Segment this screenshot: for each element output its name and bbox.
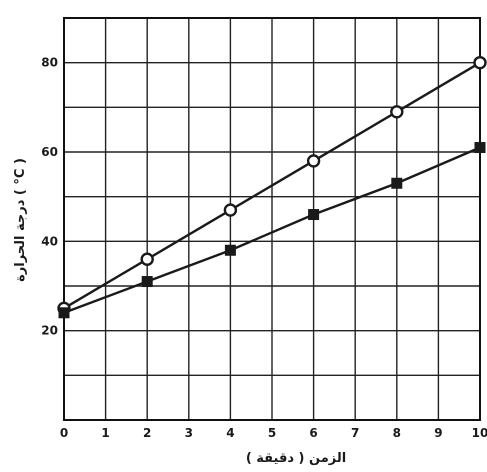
y-tick-label: 80: [41, 56, 58, 70]
plot-frame: [63, 17, 481, 421]
y-axis-title: درجة الحرارة ( °C ): [13, 158, 28, 282]
x-tick-label: 10: [472, 426, 487, 440]
x-tick-label: 9: [434, 426, 442, 440]
data-point-square: [308, 209, 320, 221]
x-tick-label: 5: [268, 426, 276, 440]
x-tick-label: 4: [226, 426, 234, 440]
grid: [63, 17, 481, 421]
x-tick-label: 8: [393, 426, 401, 440]
x-tick-label: 0: [60, 426, 68, 440]
data-point-circle: [306, 154, 321, 168]
data-point-circle: [223, 203, 238, 217]
y-tick-label: 60: [41, 145, 58, 159]
series-line-2: [63, 146, 481, 314]
data-point-square: [474, 142, 486, 154]
x-tick-label: 7: [351, 426, 359, 440]
x-tick-label: 2: [143, 426, 151, 440]
data-point-circle: [390, 105, 404, 119]
series-layer: [57, 55, 487, 319]
data-point-square: [224, 244, 236, 256]
x-tick-label: 6: [309, 426, 317, 440]
series-line-1: [63, 61, 481, 310]
data-point-circle: [140, 252, 154, 266]
data-point-square: [58, 307, 70, 319]
data-point-circle: [473, 55, 487, 70]
data-point-square: [141, 276, 153, 288]
y-tick-label: 40: [41, 234, 58, 248]
tick-labels: 0 1 2 3 4 5 6 7 8 9 10 20 40 60 80: [41, 56, 487, 440]
y-tick-label: 20: [41, 324, 58, 338]
x-tick-label: 1: [101, 426, 109, 440]
x-tick-label: 3: [185, 426, 193, 440]
data-point-square: [391, 177, 403, 189]
x-axis-title: الزمن ( دقيقة ): [246, 451, 346, 466]
